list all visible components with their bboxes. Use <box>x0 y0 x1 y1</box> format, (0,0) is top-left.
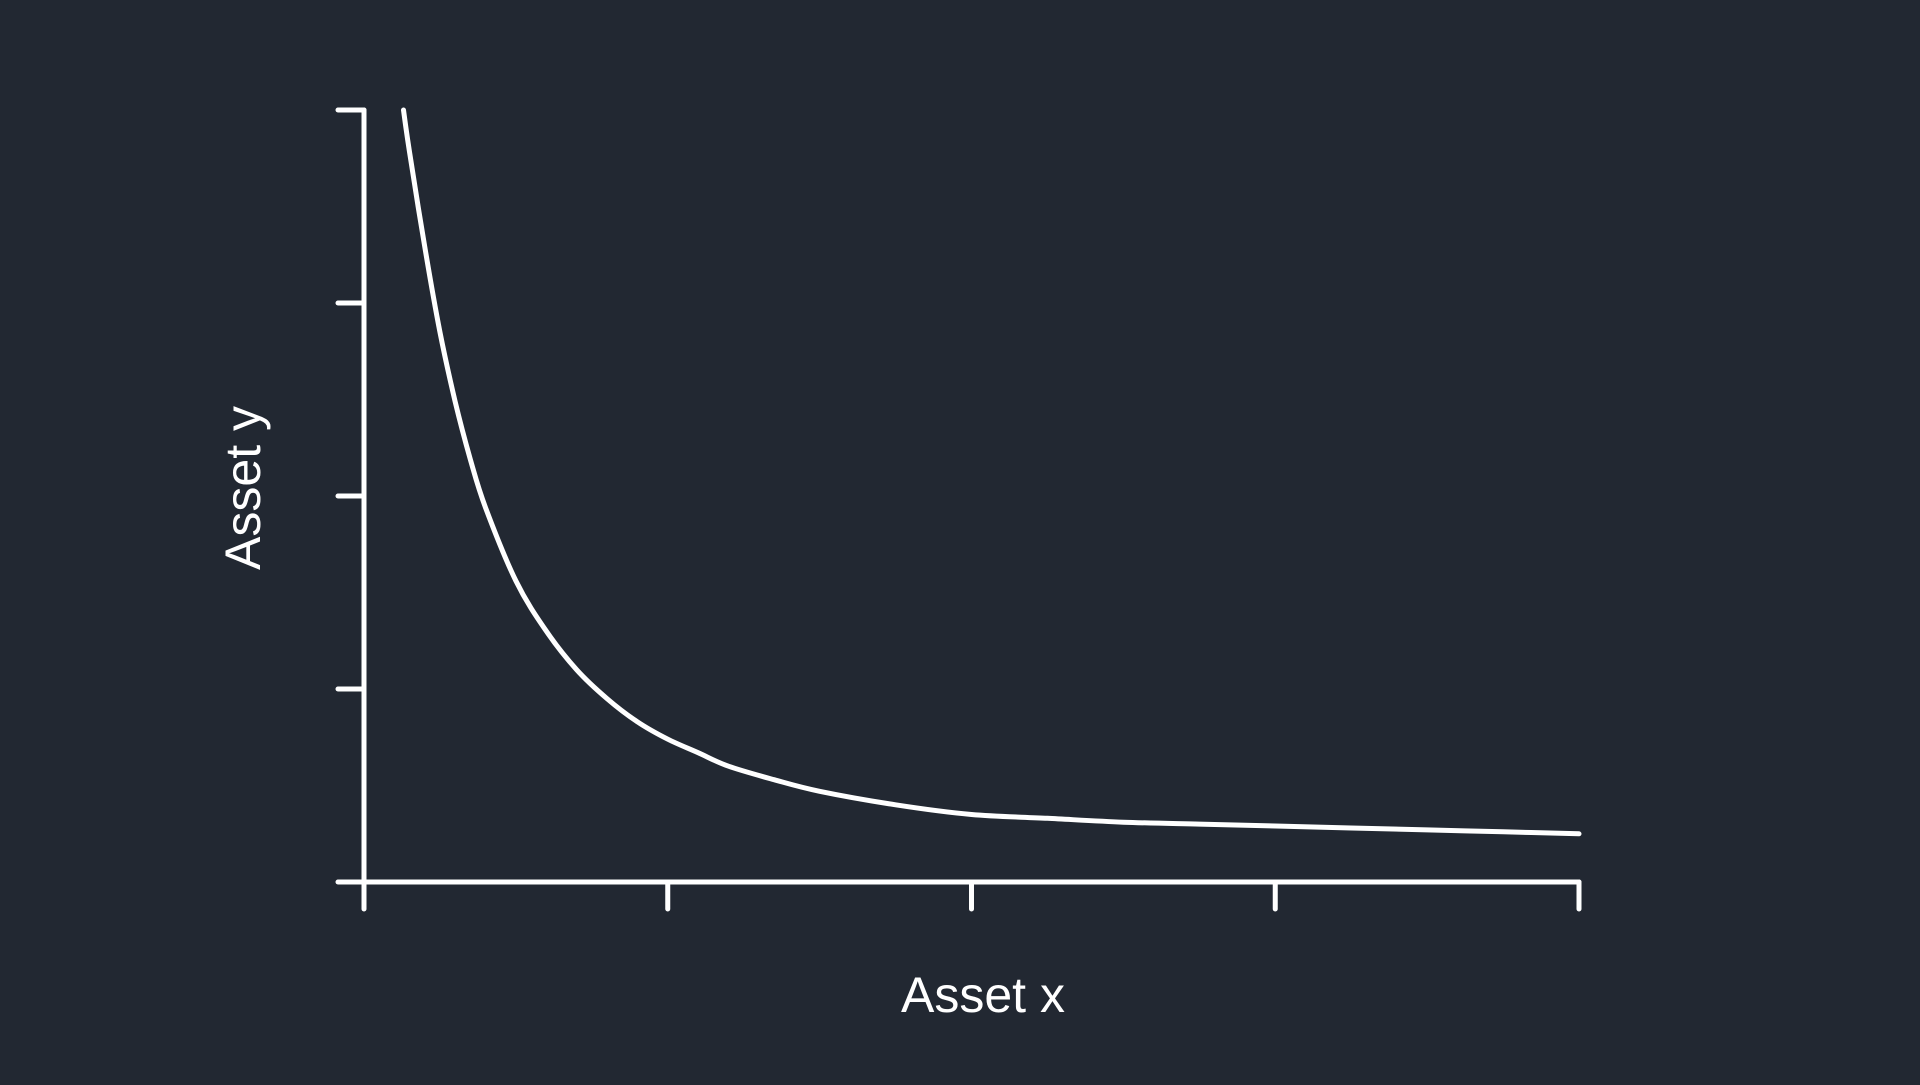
axis-ticks <box>335 107 1582 912</box>
series-line-0 <box>401 107 1582 837</box>
y-axis-label: Asset y <box>215 406 271 570</box>
series-layer <box>401 107 1582 837</box>
x-axis-label: Asset x <box>901 967 1065 1023</box>
